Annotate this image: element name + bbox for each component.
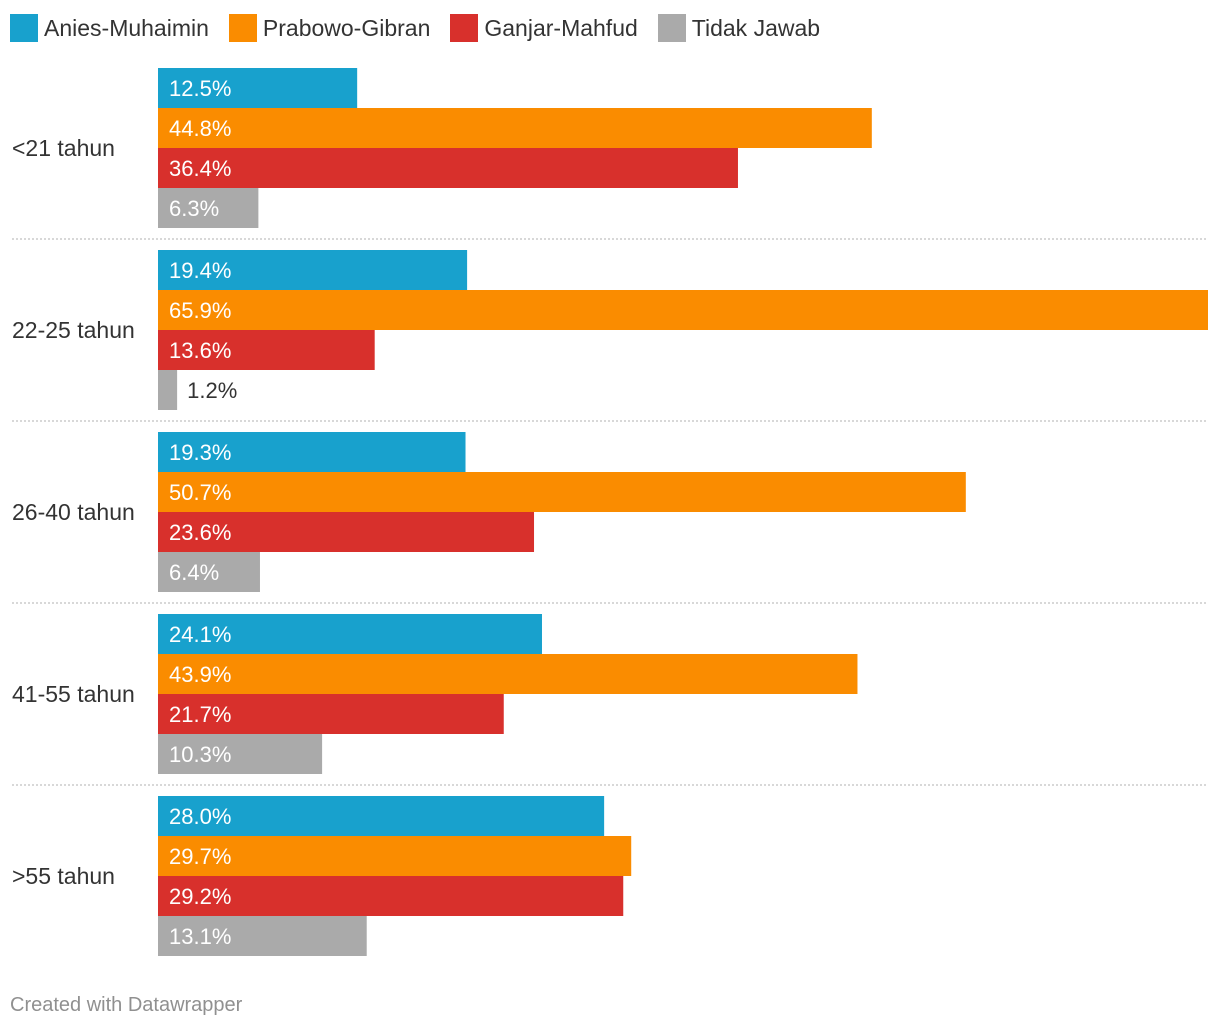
bar-0-1: [158, 250, 468, 290]
bar-0-2: [158, 432, 466, 472]
bar-value-label: 10.3%: [169, 742, 231, 767]
category-label: 22-25 tahun: [12, 317, 135, 343]
bar-2-4: [158, 876, 624, 916]
bar-value-label: 6.4%: [169, 560, 219, 585]
bar-value-label: 19.4%: [169, 258, 231, 283]
bar-value-label: 12.5%: [169, 76, 231, 101]
chart-legend: Anies-Muhaimin Prabowo-Gibran Ganjar-Mahfu…: [10, 12, 840, 44]
legend-item-2: Ganjar-Mahfud: [450, 14, 638, 42]
bar-2-3: [158, 694, 504, 734]
bar-value-label: 13.1%: [169, 924, 231, 949]
bar-value-label: 19.3%: [169, 440, 231, 465]
bar-3-4: [158, 916, 367, 956]
category-label: <21 tahun: [12, 135, 115, 161]
bar-value-label: 23.6%: [169, 520, 231, 545]
category-label: 41-55 tahun: [12, 681, 135, 707]
legend-label: Anies-Muhaimin: [44, 14, 209, 41]
bar-2-1: [158, 330, 375, 370]
legend-item-1: Prabowo-Gibran: [228, 14, 431, 42]
bar-1-2: [158, 472, 966, 512]
bar-1-0: [158, 108, 872, 148]
bar-value-label: 21.7%: [169, 702, 231, 727]
bar-value-label: 29.2%: [169, 884, 231, 909]
grouped-bar-chart: <21 tahun 12.5% 44.8% 36.4% 6.3% 22-25 tahun 1…: [12, 68, 1208, 956]
bar-value-label: 24.1%: [169, 622, 231, 647]
category-label: 26-40 tahun: [12, 499, 135, 525]
bar-3-3: [158, 734, 323, 774]
bar-2-2: [158, 512, 535, 552]
bar-2-0: [158, 148, 738, 188]
bar-1-3: [158, 654, 858, 694]
bar-value-label: 13.6%: [169, 338, 231, 363]
bar-value-label: 1.2%: [187, 378, 237, 403]
legend-item-3: Tidak Jawab: [657, 14, 821, 42]
bar-0-3: [158, 614, 542, 654]
legend-label: Ganjar-Mahfud: [484, 14, 638, 41]
legend-swatch: [228, 14, 257, 42]
bar-0-0: [158, 68, 358, 108]
legend-swatch: [10, 14, 38, 42]
legend-label: Tidak Jawab: [691, 14, 821, 41]
footer-credit: Created with Datawrapper: [10, 994, 243, 1016]
bar-value-label: 43.9%: [169, 662, 231, 687]
bar-3-1: [158, 370, 178, 410]
legend-label: Prabowo-Gibran: [262, 14, 431, 41]
bar-value-label: 36.4%: [169, 156, 231, 181]
bar-1-4: [158, 836, 632, 876]
bar-0-4: [158, 796, 605, 836]
bar-1-1: [158, 290, 1208, 330]
bar-value-label: 6.3%: [169, 196, 219, 221]
bar-3-0: [158, 188, 259, 228]
legend-swatch: [657, 14, 686, 42]
legend-swatch: [450, 14, 479, 42]
bar-value-label: 50.7%: [169, 480, 231, 505]
bar-value-label: 29.7%: [169, 844, 231, 869]
category-label: >55 tahun: [12, 863, 115, 889]
bar-value-label: 28.0%: [169, 804, 231, 829]
bar-value-label: 65.9%: [169, 298, 231, 323]
legend-item-0: Anies-Muhaimin: [10, 14, 209, 42]
bar-value-label: 44.8%: [169, 116, 231, 141]
bar-3-2: [158, 552, 260, 592]
